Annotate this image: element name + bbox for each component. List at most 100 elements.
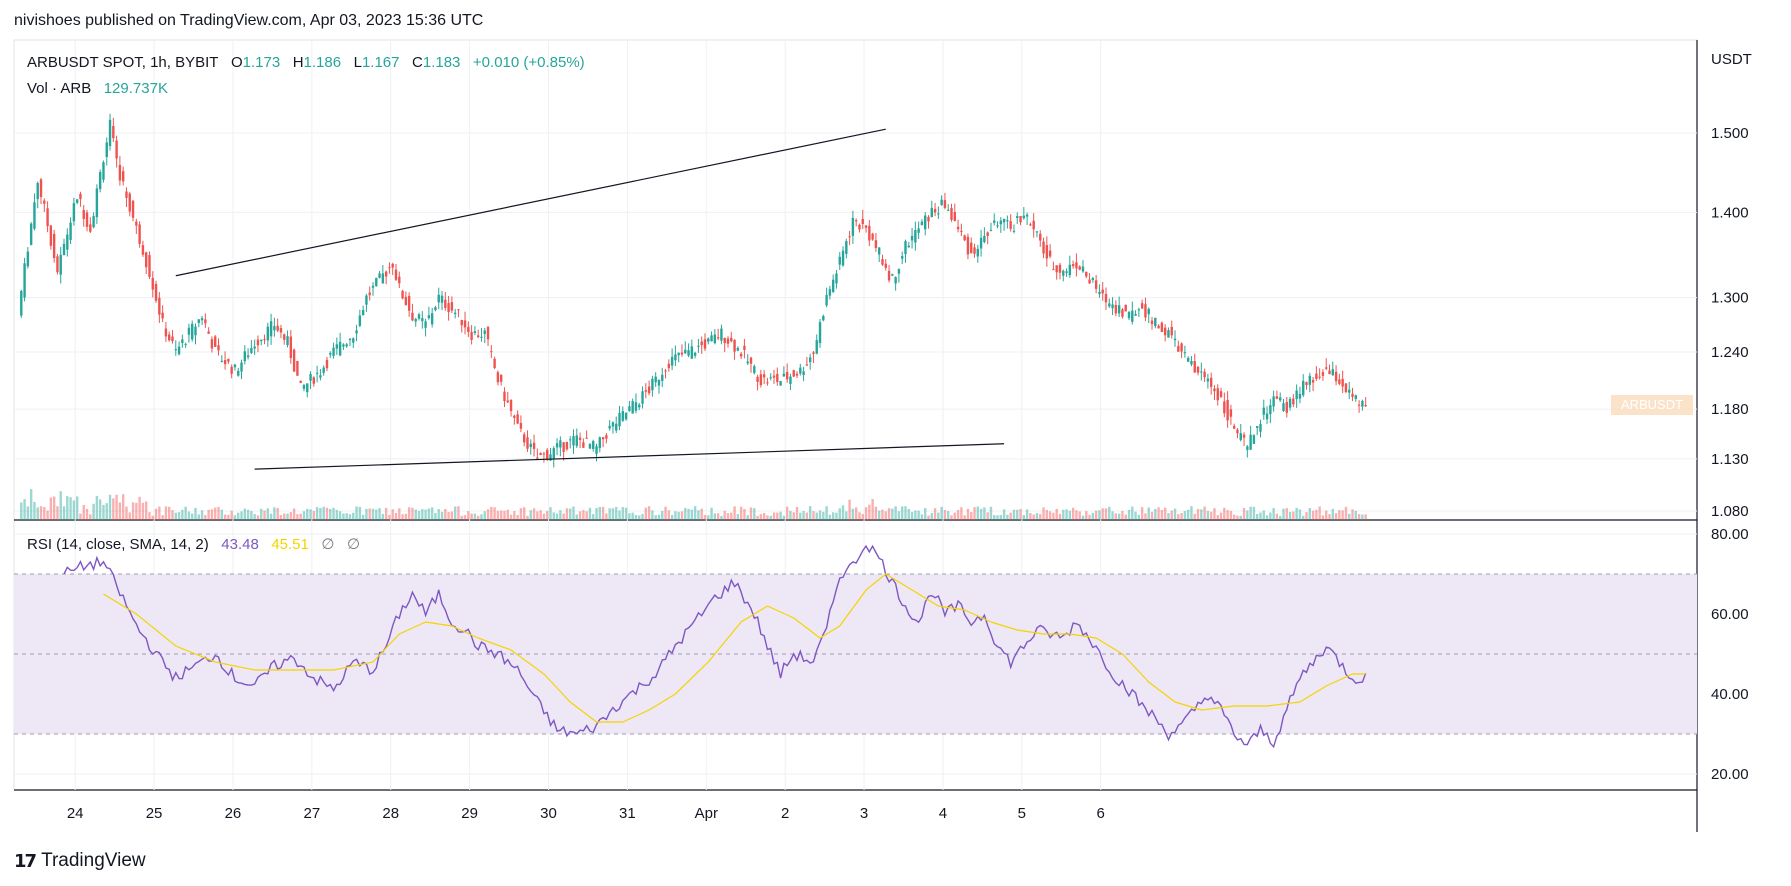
candle: [1259, 419, 1262, 438]
volume-bar: [845, 511, 848, 520]
volume-bar: [335, 510, 339, 520]
volume-bar: [424, 509, 427, 520]
candle: [930, 200, 933, 218]
candle: [115, 135, 118, 168]
candle: [808, 353, 812, 370]
candle: [187, 323, 191, 343]
volume-bar: [1121, 510, 1124, 520]
volume-bar: [450, 511, 454, 520]
candle: [595, 443, 598, 462]
volume-bar: [483, 511, 486, 520]
candle: [1062, 269, 1065, 282]
candle: [358, 309, 362, 328]
candle-body: [1108, 303, 1111, 307]
candle-body: [1239, 433, 1242, 441]
volume-bar: [240, 511, 243, 520]
candle: [33, 193, 36, 231]
volume-bar: [490, 506, 493, 520]
volume-bar: [214, 507, 217, 520]
candle-body: [26, 251, 30, 267]
candle-body: [184, 343, 187, 345]
candle: [999, 217, 1003, 233]
candle-body: [1348, 389, 1351, 393]
candle: [753, 364, 756, 375]
candle: [864, 225, 868, 233]
candle-body: [338, 341, 342, 356]
candle-body: [677, 352, 680, 356]
volume-bar: [1275, 513, 1279, 520]
volume-bar: [141, 502, 145, 520]
volume-bar: [730, 512, 733, 520]
volume-bar: [947, 511, 950, 520]
candle: [838, 252, 841, 271]
candle: [29, 221, 33, 246]
volume-bar: [526, 515, 529, 520]
candle: [154, 280, 158, 303]
volume-bar: [1285, 508, 1288, 520]
volume-bar: [62, 506, 66, 520]
candle: [841, 246, 845, 267]
candle: [947, 204, 950, 212]
candle: [1331, 361, 1334, 376]
candle-body: [1104, 293, 1108, 303]
candle-body: [615, 423, 618, 431]
candle: [46, 201, 49, 233]
candle: [914, 221, 917, 251]
candle-body: [693, 352, 697, 356]
candle-body: [1167, 330, 1170, 338]
candle-body: [1147, 308, 1150, 315]
volume-bar: [306, 508, 309, 520]
volume-bar: [1203, 506, 1206, 520]
candle: [1206, 373, 1210, 389]
candle-body: [237, 370, 240, 376]
candle-body: [115, 140, 118, 159]
volume-bar: [1012, 509, 1016, 520]
candle-body: [1321, 372, 1325, 376]
volume-bar: [453, 506, 457, 520]
candle-body: [1140, 303, 1144, 309]
volume-bar: [776, 512, 779, 520]
volume-bar: [723, 510, 726, 520]
candle-body: [444, 299, 447, 308]
candle-body: [450, 302, 454, 311]
volume-bar: [578, 511, 582, 520]
candle: [424, 318, 427, 337]
candle-body: [279, 328, 283, 333]
candle-body: [848, 236, 851, 238]
candle-body: [726, 338, 730, 344]
candle-body: [700, 341, 703, 346]
candle-body: [1029, 224, 1032, 226]
candle-body: [164, 328, 168, 337]
candle-body: [845, 241, 848, 254]
candle: [983, 227, 986, 244]
candle-body: [822, 316, 825, 321]
rsi-tick-label: 40.00: [1711, 686, 1749, 703]
volume-bar: [85, 508, 89, 520]
candle-body: [62, 243, 66, 256]
publisher-line: nivishoes published on TradingView.com, …: [14, 12, 484, 29]
low-value: 1.167: [361, 54, 400, 71]
candle-body: [214, 336, 217, 347]
volume-bar: [960, 507, 963, 520]
candle-body: [516, 414, 519, 424]
volume-bar: [1137, 514, 1141, 520]
candle: [368, 286, 371, 301]
volume-bar: [605, 513, 608, 520]
volume-bar: [529, 510, 532, 520]
candle: [69, 217, 72, 245]
volume-bars: [20, 489, 1367, 520]
volume-bar: [1364, 514, 1367, 520]
candle: [726, 336, 730, 348]
volume-bar: [989, 506, 993, 520]
brand[interactable]: 𝟭𝟳 TradingView: [14, 850, 146, 872]
volume-bar: [381, 513, 385, 520]
volume-bar: [1232, 514, 1236, 520]
candle: [292, 348, 296, 372]
candle: [460, 319, 463, 333]
candle-body: [759, 374, 763, 386]
time-tick-label: 2: [781, 805, 789, 822]
rsi-band: [14, 573, 1697, 735]
candle: [779, 380, 782, 386]
candle: [253, 339, 256, 355]
